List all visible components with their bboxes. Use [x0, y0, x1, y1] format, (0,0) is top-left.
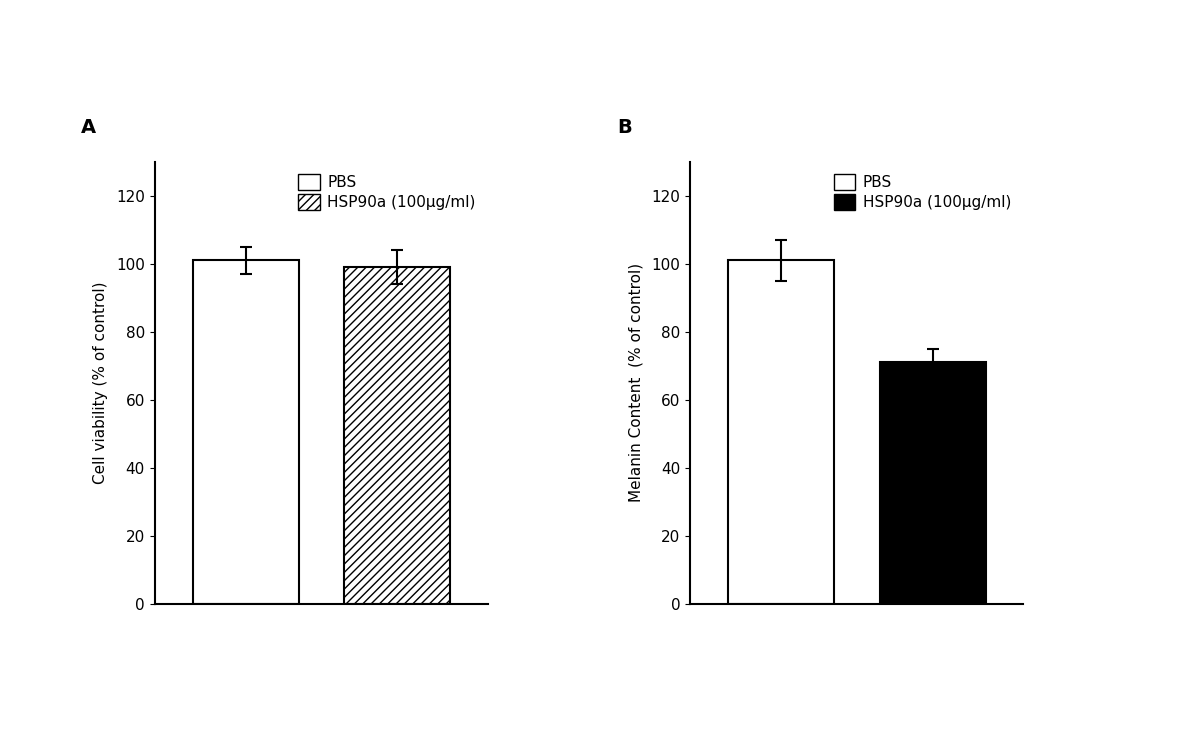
Bar: [344, 267, 450, 604]
Legend: PBS, HSP90a (100μg/ml): PBS, HSP90a (100μg/ml): [294, 169, 481, 214]
Bar: [879, 362, 985, 604]
Text: B: B: [616, 118, 632, 137]
Y-axis label: Cell viability (% of control): Cell viability (% of control): [93, 281, 108, 484]
Legend: PBS, HSP90a (100μg/ml): PBS, HSP90a (100μg/ml): [829, 169, 1016, 214]
Bar: [193, 261, 299, 604]
Text: A: A: [81, 118, 96, 137]
Bar: [728, 261, 834, 604]
Y-axis label: Melanin Content  (% of control): Melanin Content (% of control): [628, 263, 644, 502]
